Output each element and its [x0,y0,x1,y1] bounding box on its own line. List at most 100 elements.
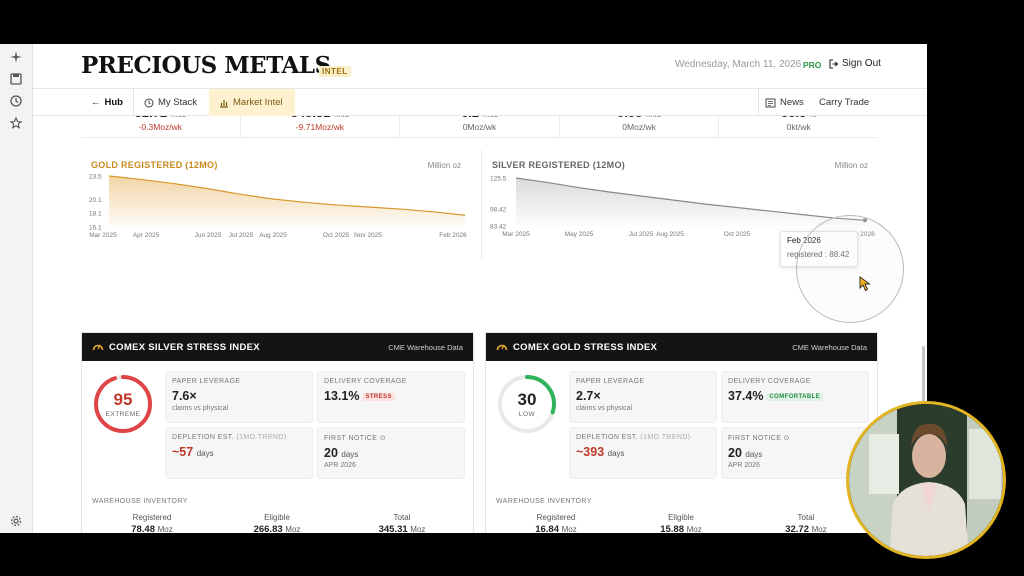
stat-cell: 52.72 Moz -0.3Moz/wk [81,116,241,137]
nav-divider [758,89,759,116]
series-line [515,177,866,221]
stat-cell: 58.3 kt 0kt/wk [719,116,878,137]
main-content: 52.72 Moz -0.3Moz/wk 345.31 Moz -9.71Moz/wk… [33,116,927,533]
cursor-highlight [796,215,904,323]
x-tick-label: Oct 2025 [323,232,350,239]
stat-value: 345.31 Moz [241,116,400,120]
stat-change: 0Moz/wk [622,122,656,132]
stat-change: -9.71Moz/wk [295,122,344,132]
main-nav: ← Hub My Stack Market Intel News Carry T… [33,88,927,116]
stat-change: 0kt/wk [786,122,811,132]
chart-unit: Million oz [834,161,868,170]
metric-sub: claims vs physical [576,405,633,412]
sparkle-icon[interactable] [9,50,23,64]
app-header: PRECIOUS METALS INTEL Wednesday, March 1… [33,44,927,88]
x-tick-label: Aug 2025 [656,231,684,238]
metric-sub: APR 2026 [324,462,356,469]
metric-value: ~393 days [576,445,625,459]
arrow-left-icon: ← [91,97,101,108]
first-notice-card: FIRST NOTICE ⊙ 20 days APR 2026 [317,427,465,479]
paper-leverage-card: PAPER LEVERAGE 7.6× claims vs physical [165,371,313,423]
star-icon[interactable] [9,116,23,130]
x-tick-label: Jun 2025 [195,232,222,239]
x-tick-label: Jul 2025 [629,231,654,238]
left-rail [0,44,33,533]
pointer-cursor-icon [859,276,871,292]
card-header: COMEX GOLD STRESS INDEX CME Warehouse Da… [486,333,877,361]
x-tick-label: Mar 2025 [89,232,117,239]
newspaper-icon [765,98,776,107]
stat-cell: 6.2 Moz 0Moz/wk [400,116,560,137]
plan-badge: PRO [803,60,822,70]
current-date: Wednesday, March 11, 2026 [675,59,802,70]
metric-value: 37.4% COMFORTABLE [728,389,862,403]
card-title: COMEX SILVER STRESS INDEX [109,342,260,353]
stat-cell: 0.08 Moz 0Moz/wk [560,116,720,137]
first-notice-card: FIRST NOTICE ⊙ 20 days APR 2026 [721,427,869,479]
stress-level: EXTREME [105,411,141,418]
y-tick-label: 16.1 [89,225,102,232]
y-tick-label: 23.5 [89,174,102,181]
metric-label: PAPER LEVERAGE [576,378,645,385]
x-tick-label: Mar 2025 [502,231,530,238]
depletion-card: DEPLETION EST. (1MO TREND) ~393 days [569,427,717,479]
y-tick-label: 20.1 [89,197,102,204]
delivery-coverage-card: DELIVERY COVERAGE 13.1% STRESS [317,371,465,423]
metric-sub: claims vs physical [172,405,229,412]
x-tick-label: Aug 2025 [259,232,287,239]
stat-value: 0.08 Moz [560,116,719,120]
y-tick-label: 18.1 [89,211,102,218]
chart-title: SILVER REGISTERED (12MO) [492,160,626,170]
metric-value: 20 days [728,446,763,460]
depletion-card: DEPLETION EST. (1MO TREND) ~57 days [165,427,313,479]
silver-stress-card: COMEX SILVER STRESS INDEX CME Warehouse … [81,332,474,533]
x-tick-label: Apr 2025 [133,232,160,239]
tab-my-stack[interactable]: My Stack [144,89,197,116]
clock-icon [144,98,154,107]
stat-change: -0.3Moz/wk [138,122,183,132]
settings-icon[interactable] [9,514,23,528]
metric-sub: APR 2026 [728,462,760,469]
y-tick-label: 83.42 [490,224,507,231]
brand-logo[interactable]: PRECIOUS METALS [81,52,331,79]
metric-value: 2.7× [576,389,601,403]
stat-cell: 345.31 Moz -9.71Moz/wk [241,116,401,137]
sign-out-label: Sign Out [842,58,881,69]
history-icon[interactable] [9,94,23,108]
tab-market-intel-label: Market Intel [233,97,283,108]
inventory-registered: Registered 78.48 Moz ↘ -9.71/wk [131,513,173,533]
brand-badge: INTEL [319,66,351,77]
x-tick-label: Oct 2025 [724,231,751,238]
delivery-coverage-card: DELIVERY COVERAGE 37.4% COMFORTABLE [721,371,869,423]
tab-news[interactable]: News [765,89,804,116]
gold-stress-card: COMEX GOLD STRESS INDEX CME Warehouse Da… [485,332,878,533]
sign-out-button[interactable]: Sign Out [829,58,881,69]
sign-out-icon [829,58,839,69]
x-tick-label: Nov 2025 [354,232,382,239]
card-title: COMEX GOLD STRESS INDEX [513,342,658,353]
inventory-eligible: Eligible 266.83 Moz [253,513,301,533]
gauge-icon [92,344,104,351]
save-icon[interactable] [9,72,23,86]
metric-value: 20 days [324,446,359,460]
metric-value: 13.1% STRESS [324,389,458,403]
inventory-total: Total 32.72 Moz [785,513,827,533]
metric-label: FIRST NOTICE ⊙ [728,435,790,442]
card-source: CME Warehouse Data [792,343,867,352]
app-window: PRECIOUS METALS INTEL Wednesday, March 1… [0,44,927,533]
tab-carry-trade[interactable]: Carry Trade [819,97,870,108]
inventory-label: WAREHOUSE INVENTORY [496,498,592,505]
tab-market-intel[interactable]: Market Intel [209,89,295,116]
metric-label: DEPLETION EST. (1MO TREND) [576,434,691,441]
series-area [516,178,865,226]
metric-label: DEPLETION EST. (1MO TREND) [172,434,287,441]
stat-value: 6.2 Moz [400,116,559,120]
x-tick-label: May 2025 [565,231,594,238]
metric-label: DELIVERY COVERAGE [728,378,811,385]
gauge-icon [496,344,508,351]
x-tick-label: Feb 2026 [439,232,467,239]
chart-title: GOLD REGISTERED (12MO) [91,160,218,170]
nav-hub-label: Hub [104,97,123,108]
nav-hub[interactable]: ← Hub [91,89,123,116]
